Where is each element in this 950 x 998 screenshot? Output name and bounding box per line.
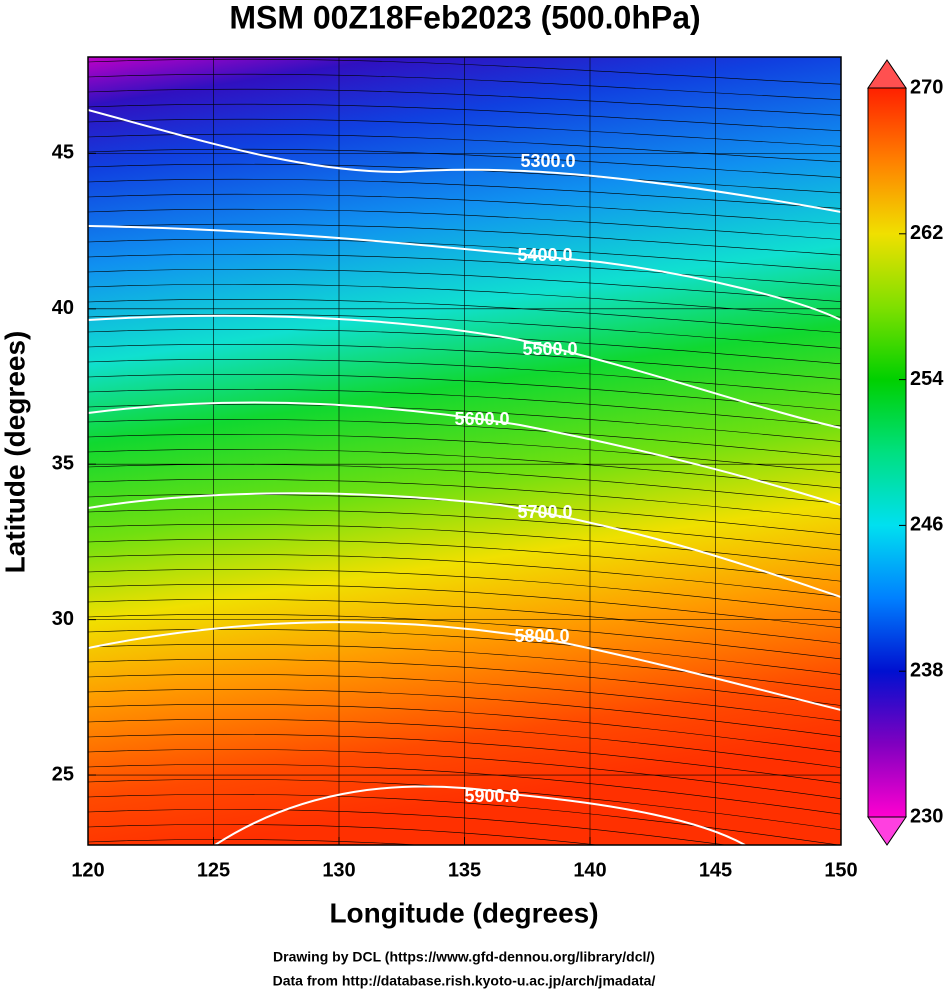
streamline: [88, 373, 841, 411]
streamline: [88, 223, 841, 256]
y-tick-label: 45: [52, 142, 74, 164]
y-tick-label: 35: [52, 452, 74, 474]
colorbar-tick-label: 230: [910, 805, 943, 827]
contour-label: 5400.0: [517, 245, 572, 265]
streamline: [88, 523, 841, 567]
colorbar-tick-label: 270: [910, 76, 943, 98]
streamline: [88, 538, 841, 582]
y-tick-label: 25: [52, 763, 74, 785]
streamline: [88, 193, 841, 225]
streamline: [88, 838, 423, 845]
contour-label: 5300.0: [520, 151, 575, 171]
contour-line: [88, 109, 841, 213]
colorbar-tick-label: 262: [910, 222, 943, 244]
streamline: [88, 178, 841, 209]
streamline: [88, 58, 841, 85]
streamline: [88, 253, 841, 287]
streamline: [88, 343, 841, 380]
streamline: [88, 388, 841, 427]
streamline: [88, 433, 841, 473]
contour-line: [88, 401, 841, 506]
x-tick-label: 120: [71, 859, 104, 881]
streamline: [88, 448, 841, 489]
streamline: [88, 118, 841, 147]
streamline: [88, 793, 841, 845]
streamline: [88, 73, 841, 101]
streamline: [88, 313, 841, 349]
streamline: [88, 613, 841, 660]
streamline: [88, 553, 841, 598]
streamline: [88, 478, 841, 520]
streamline: [88, 568, 841, 613]
y-tick-label: 40: [52, 297, 74, 319]
contour-label: 5500.0: [522, 339, 577, 359]
contour-label: 5700.0: [517, 502, 572, 522]
streamline: [88, 823, 601, 845]
streamline: [88, 283, 841, 318]
footnote: Data from http://database.rish.kyoto-u.a…: [273, 973, 656, 989]
colorbar-tick-label: 246: [910, 514, 943, 536]
streamline: [88, 688, 841, 737]
y-tick-label: 30: [52, 608, 74, 630]
colorbar-max-triangle: [867, 59, 907, 89]
chart-title: MSM 00Z18Feb2023 (500.0hPa): [229, 0, 700, 35]
streamline: [88, 133, 841, 163]
contour-line: [88, 225, 841, 321]
streamline: [88, 298, 841, 334]
streamline: [88, 268, 841, 302]
streamline: [88, 748, 841, 799]
contour-label: 5600.0: [454, 409, 509, 429]
contour-label: 5800.0: [514, 626, 569, 646]
colorbar-min-triangle: [867, 816, 907, 846]
streamline: [88, 718, 841, 768]
colorbar: [867, 87, 907, 818]
streamline: [88, 328, 841, 365]
contour-line: [88, 621, 841, 711]
x-tick-label: 140: [573, 859, 606, 881]
streamlines: [88, 58, 841, 845]
y-axis-label: Latitude (degrees): [0, 331, 30, 574]
x-tick-label: 135: [448, 859, 481, 881]
streamline: [88, 208, 841, 240]
x-tick-label: 125: [197, 859, 230, 881]
streamline: [88, 643, 841, 691]
x-tick-label: 130: [322, 859, 355, 881]
streamline: [88, 238, 841, 271]
x-tick-label: 150: [824, 859, 857, 881]
streamline: [88, 103, 841, 132]
streamline: [88, 703, 841, 753]
streamline: [88, 628, 841, 675]
streamline: [88, 598, 841, 644]
footnote: Drawing by DCL (https://www.gfd-dennou.o…: [273, 949, 655, 965]
streamline: [88, 658, 841, 706]
colorbar-tick-label: 254: [910, 368, 944, 390]
contour-line: [88, 314, 841, 429]
contour-line: [88, 492, 841, 598]
streamline: [88, 733, 841, 784]
streamline: [88, 763, 841, 815]
streamline: [88, 88, 841, 116]
streamline: [88, 358, 841, 396]
streamline: [88, 148, 841, 178]
streamline: [88, 673, 841, 722]
plot-area: 5300.0 5400.0 5500.0 5600.0 5700.0 5800.0 5900…: [88, 57, 841, 845]
streamline: [88, 418, 841, 458]
x-tick-label: 145: [699, 859, 732, 881]
x-axis-label: Longitude (degrees): [329, 897, 598, 928]
streamline: [88, 508, 841, 551]
contour-line: [214, 785, 746, 845]
colorbar-tick-label: 238: [910, 659, 943, 681]
contour-label: 5900.0: [464, 786, 519, 806]
streamline: [88, 583, 841, 629]
